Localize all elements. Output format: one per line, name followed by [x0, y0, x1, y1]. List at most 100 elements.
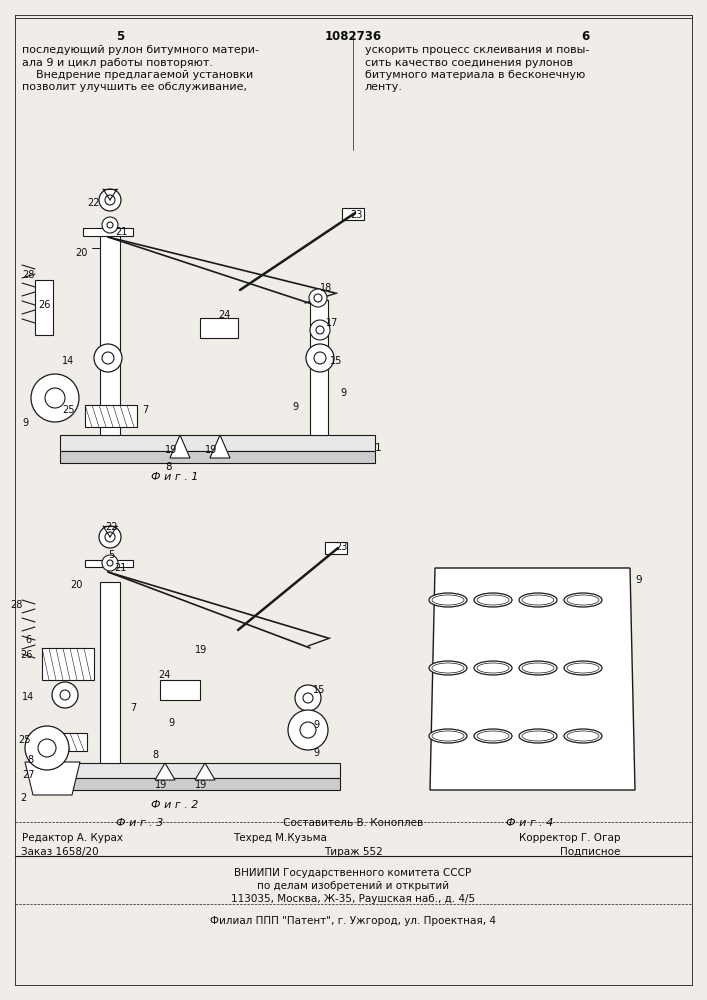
Text: 15: 15 [330, 356, 342, 366]
Ellipse shape [477, 731, 509, 741]
Circle shape [99, 189, 121, 211]
Circle shape [107, 560, 113, 566]
Text: Корректор Г. Огар: Корректор Г. Огар [519, 833, 621, 843]
Text: 19: 19 [195, 780, 207, 790]
Ellipse shape [429, 729, 467, 743]
Ellipse shape [477, 663, 509, 673]
Text: 9: 9 [313, 720, 319, 730]
Ellipse shape [474, 661, 512, 675]
Text: Составитель В. Коноплев: Составитель В. Коноплев [283, 818, 423, 828]
Ellipse shape [564, 661, 602, 675]
Text: 5: 5 [108, 550, 115, 560]
Circle shape [105, 532, 115, 542]
Text: последующий рулон битумного матери-: последующий рулон битумного матери- [22, 45, 259, 55]
Bar [42, 648, 94, 680]
Text: Ф и г . 4: Ф и г . 4 [506, 818, 554, 828]
Text: 27: 27 [22, 770, 35, 780]
Ellipse shape [432, 595, 464, 605]
Text: Редактор А. Курах: Редактор А. Курах [22, 833, 123, 843]
Ellipse shape [429, 661, 467, 675]
Text: 23: 23 [335, 542, 347, 552]
Ellipse shape [522, 663, 554, 673]
Circle shape [303, 693, 313, 703]
Ellipse shape [477, 595, 509, 605]
Text: 21: 21 [114, 563, 127, 573]
Text: 19: 19 [165, 445, 177, 455]
Polygon shape [210, 435, 230, 458]
Bar [100, 582, 120, 763]
Text: 24: 24 [218, 310, 230, 320]
Text: 8: 8 [27, 755, 33, 765]
Text: 6: 6 [25, 635, 31, 645]
Ellipse shape [567, 595, 599, 605]
Bar [160, 680, 200, 700]
Text: сить качество соединения рулонов: сить качество соединения рулонов [365, 57, 573, 68]
Bar [83, 228, 133, 236]
Bar [100, 230, 120, 435]
Text: 5: 5 [116, 30, 124, 43]
Circle shape [309, 289, 327, 307]
Circle shape [52, 682, 78, 708]
Text: Заказ 1658/20: Заказ 1658/20 [21, 847, 99, 857]
Text: 17: 17 [326, 318, 339, 328]
Circle shape [295, 685, 321, 711]
Circle shape [316, 326, 324, 334]
Text: 9: 9 [313, 748, 319, 758]
Text: 2: 2 [20, 793, 26, 803]
Circle shape [60, 690, 70, 700]
Text: ленту.: ленту. [365, 83, 403, 93]
Text: 9: 9 [635, 575, 642, 585]
Ellipse shape [474, 593, 512, 607]
Circle shape [300, 722, 316, 738]
Ellipse shape [432, 663, 464, 673]
Bar [60, 451, 375, 463]
Bar [35, 778, 340, 790]
Text: 113035, Москва, Ж-35, Раушская наб., д. 4/5: 113035, Москва, Ж-35, Раушская наб., д. … [231, 894, 475, 904]
Bar [342, 208, 364, 220]
Text: 1: 1 [375, 443, 382, 453]
Ellipse shape [567, 663, 599, 673]
Text: 18: 18 [320, 283, 332, 293]
Circle shape [102, 352, 114, 364]
Ellipse shape [564, 593, 602, 607]
Bar [310, 300, 328, 435]
Circle shape [107, 222, 113, 228]
Bar [35, 280, 53, 335]
Text: ВНИИПИ Государственного комитета СССР: ВНИИПИ Государственного комитета СССР [235, 868, 472, 878]
Text: позволит улучшить ее обслуживание,: позволит улучшить ее обслуживание, [22, 83, 247, 93]
Text: 25: 25 [18, 735, 30, 745]
Text: 28: 28 [10, 600, 23, 610]
Polygon shape [170, 435, 190, 458]
Ellipse shape [519, 593, 557, 607]
Text: 14: 14 [62, 356, 74, 366]
Text: Ф и г . 1: Ф и г . 1 [151, 472, 199, 482]
Circle shape [306, 344, 334, 372]
Bar [35, 733, 87, 751]
Ellipse shape [567, 731, 599, 741]
Circle shape [288, 710, 328, 750]
Text: 20: 20 [75, 248, 88, 258]
Text: 7: 7 [142, 405, 148, 415]
Text: Подписное: Подписное [560, 847, 620, 857]
Circle shape [310, 320, 330, 340]
Text: 7: 7 [130, 703, 136, 713]
Circle shape [102, 217, 118, 233]
Text: битумного материала в бесконечную: битумного материала в бесконечную [365, 70, 585, 80]
Bar [85, 560, 133, 567]
Text: 19: 19 [205, 445, 217, 455]
Bar [35, 763, 340, 778]
Ellipse shape [522, 595, 554, 605]
Text: 19: 19 [195, 645, 207, 655]
Circle shape [25, 726, 69, 770]
Text: 6: 6 [581, 30, 589, 43]
Ellipse shape [519, 661, 557, 675]
Circle shape [102, 555, 118, 571]
Text: 25: 25 [62, 405, 74, 415]
Text: 9: 9 [292, 402, 298, 412]
Text: 15: 15 [313, 685, 325, 695]
Text: Филиал ППП "Патент", г. Ужгород, ул. Проектная, 4: Филиал ППП "Патент", г. Ужгород, ул. Про… [210, 916, 496, 926]
Text: 8: 8 [152, 750, 158, 760]
Text: ускорить процесс склеивания и повы-: ускорить процесс склеивания и повы- [365, 45, 590, 55]
Circle shape [314, 352, 326, 364]
Polygon shape [25, 762, 80, 795]
